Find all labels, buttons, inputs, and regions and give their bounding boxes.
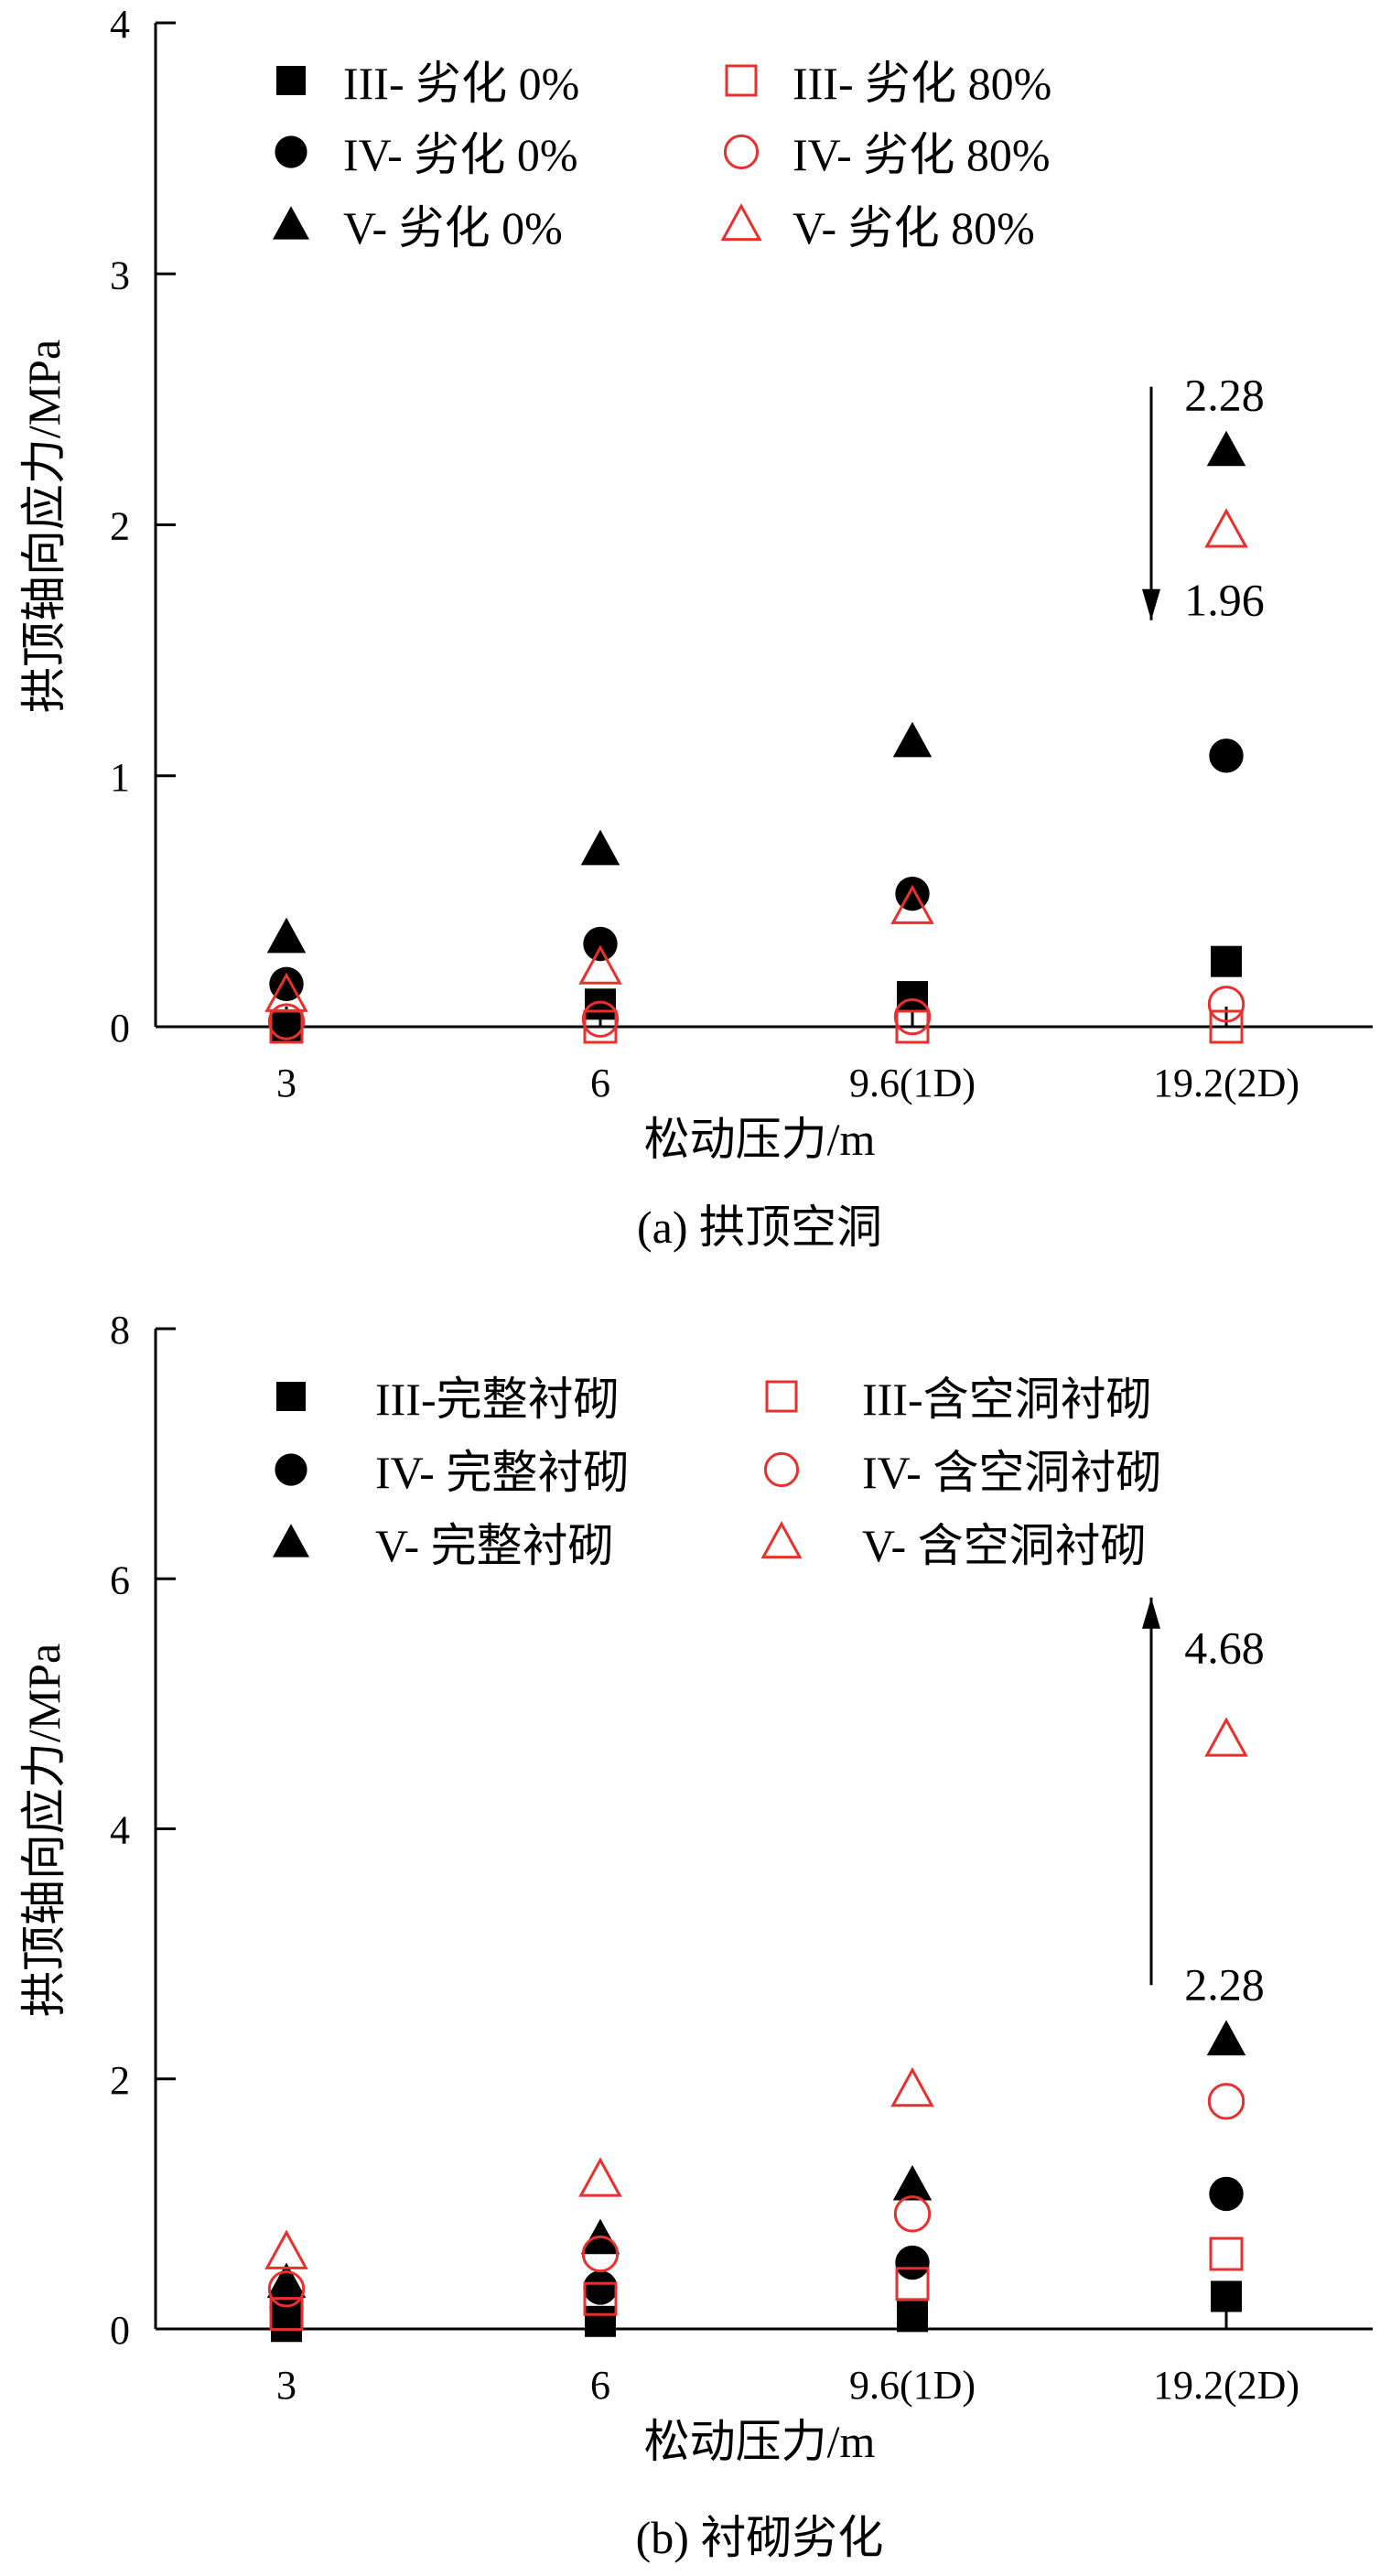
legend-marker — [725, 64, 758, 97]
y-tick-label: 1 — [110, 755, 130, 800]
x-axis-title: 松动压力/m — [644, 1114, 876, 1165]
legend-label: IV- 含空洞衬砌 — [862, 1447, 1161, 1498]
data-point — [1207, 2083, 1245, 2120]
data-point — [585, 2305, 616, 2337]
y-tick-label: 0 — [110, 1006, 130, 1051]
value-annotation: 4.68 — [1184, 1622, 1265, 1674]
data-point — [1206, 430, 1246, 467]
data-point — [1209, 1009, 1244, 1044]
y-tick-label: 2 — [110, 504, 130, 549]
data-point — [581, 2235, 620, 2273]
data-point — [1204, 1717, 1248, 1757]
y-axis-title: 拱顶轴向应力/MPa — [18, 1644, 70, 2017]
legend-label: III-含空洞衬砌 — [862, 1374, 1152, 1425]
legend-label: V- 完整衬砌 — [375, 1520, 614, 1571]
legend-marker — [273, 1524, 309, 1557]
data-point — [580, 829, 620, 866]
data-point — [583, 926, 618, 962]
x-tick-label: 6 — [590, 1061, 610, 1105]
data-point — [1206, 2020, 1246, 2056]
data-point — [1211, 945, 1242, 977]
data-point — [266, 2262, 307, 2299]
y-axis-title: 拱顶轴向应力/MPa — [18, 340, 70, 713]
legend-label: III-完整衬砌 — [375, 1374, 620, 1425]
y-tick-label: 3 — [110, 253, 130, 297]
legend-marker — [276, 66, 306, 95]
legend-label: V- 劣化 0% — [343, 202, 563, 253]
trend-arrow-head — [1142, 588, 1160, 620]
legend-label: V- 劣化 80% — [793, 202, 1035, 253]
panel-caption: (a) 拱顶空洞 — [637, 1202, 882, 1253]
panel-b: 0 2 4 6 8 3 6 9.6(1D) 19.2(2D) 松动压力/m 拱顶轴向应力/MPa (b… — [18, 1308, 1373, 2563]
y-tick-label: 4 — [110, 2, 130, 47]
data-point — [585, 988, 616, 1020]
legend-marker — [275, 135, 307, 168]
x-tick-label: 3 — [276, 1061, 297, 1105]
data-point — [1209, 738, 1244, 773]
value-annotation: 1.96 — [1184, 574, 1265, 625]
legend-marker — [765, 1380, 798, 1413]
data-point — [264, 2229, 308, 2269]
x-tick-label: 19.2(2D) — [1153, 1061, 1299, 1105]
legend-marker — [723, 134, 760, 170]
x-tick-label: 19.2(2D) — [1153, 2363, 1299, 2408]
y-tick-label: 8 — [110, 1308, 130, 1353]
data-point — [895, 876, 930, 911]
data-point — [895, 1009, 930, 1044]
legend-marker — [763, 1451, 800, 1488]
data-point — [1207, 986, 1245, 1023]
legend-label: III- 劣化 80% — [793, 58, 1051, 109]
y-tick-label: 2 — [110, 2058, 130, 2103]
data-point — [895, 2267, 930, 2301]
data-point — [892, 721, 933, 758]
data-point — [581, 1000, 620, 1038]
data-point — [578, 944, 622, 985]
data-point — [1209, 2176, 1244, 2212]
x-tick-label: 6 — [590, 2363, 610, 2408]
y-tick-label: 6 — [110, 1557, 130, 1602]
legend-marker — [276, 1382, 306, 1411]
legend-label: V- 含空洞衬砌 — [862, 1520, 1147, 1571]
data-point — [267, 2270, 306, 2308]
legend-marker — [720, 203, 762, 242]
data-point — [1211, 2280, 1242, 2312]
data-point — [895, 2245, 930, 2280]
data-point — [266, 917, 307, 954]
legend-marker — [760, 1521, 803, 1559]
data-point — [583, 2281, 618, 2316]
x-tick-label: 9.6(1D) — [849, 2363, 976, 2408]
data-point — [890, 2066, 934, 2107]
legend-marker — [273, 206, 309, 240]
legend-label: III- 劣化 0% — [343, 58, 579, 109]
data-point — [897, 2301, 928, 2333]
data-point — [893, 2195, 932, 2233]
data-point — [897, 981, 928, 1013]
value-annotation: 2.28 — [1184, 370, 1265, 421]
legend-label: IV- 完整衬砌 — [375, 1447, 629, 1498]
data-point — [578, 2157, 622, 2197]
legend-label: IV- 劣化 80% — [793, 129, 1050, 180]
legend-marker — [275, 1453, 307, 1486]
legend-label: IV- 劣化 0% — [343, 129, 577, 180]
data-point — [269, 2297, 304, 2332]
y-tick-label: 4 — [110, 1808, 130, 1853]
data-point — [1209, 2236, 1244, 2271]
data-point — [890, 884, 934, 924]
data-point — [264, 972, 308, 1012]
x-tick-label: 9.6(1D) — [849, 1061, 976, 1105]
data-point — [267, 1003, 306, 1040]
data-point — [583, 2270, 618, 2305]
data-point — [1204, 508, 1248, 548]
data-point — [893, 997, 932, 1036]
y-tick-label: 0 — [110, 2308, 130, 2353]
value-annotation: 2.28 — [1184, 1958, 1265, 2010]
data-point — [271, 1011, 302, 1042]
x-tick-label: 3 — [276, 2363, 297, 2408]
x-axis-title: 松动压力/m — [644, 2416, 876, 2467]
trend-arrow-head — [1142, 1597, 1160, 1629]
panel-a: 0 1 2 3 4 3 6 9.6(1D) 19.2(2D) 松动压力/m 拱顶轴向应力/MPa (a… — [18, 2, 1373, 1253]
data-point — [892, 2164, 933, 2201]
panel-caption: (b) 衬砌劣化 — [636, 2512, 884, 2563]
